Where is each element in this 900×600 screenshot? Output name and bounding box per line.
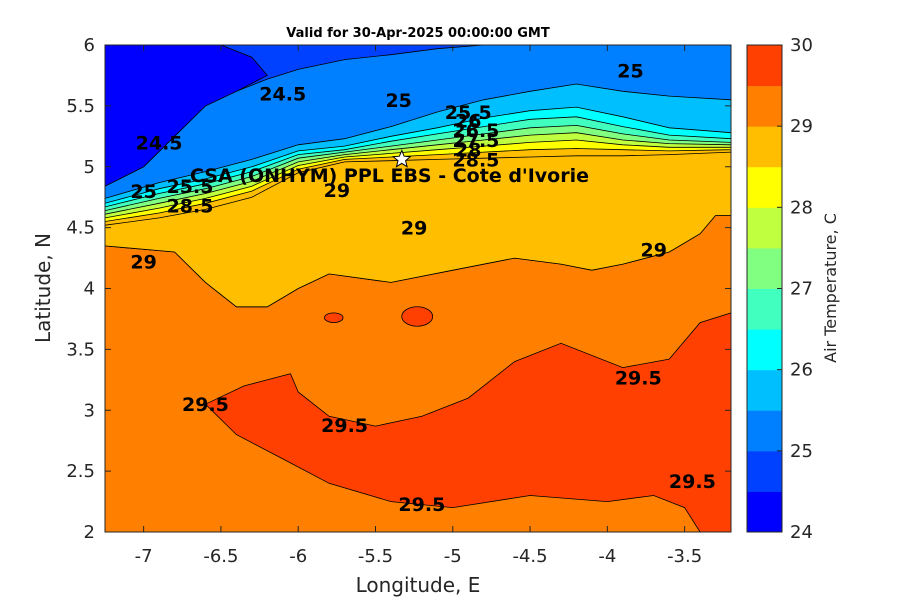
colorbar-swatch — [747, 329, 782, 371]
x-axis-label: Longitude, E — [356, 573, 481, 597]
station-marker: CSA (ONHYM) PPL EBS - Cote d'Ivorie — [190, 149, 589, 187]
y-tick-label: 5.5 — [66, 96, 95, 117]
x-tick-label: -4 — [598, 546, 616, 567]
contour-label: 26 — [455, 110, 481, 132]
colorbar-tick-label: 29 — [790, 116, 813, 137]
y-axis: 2 2.5 3 3.5 4 4.5 5 5.5 6 — [66, 35, 731, 543]
y-tick-label: 4 — [84, 279, 95, 300]
colorbar-swatch — [747, 85, 782, 127]
contour-label: 24.5 — [259, 84, 306, 106]
contour-label: 25 — [617, 61, 643, 83]
colorbar-swatch — [747, 410, 782, 452]
contour-label: 29.5 — [398, 494, 445, 516]
colorbar-swatch — [747, 369, 782, 411]
colorbar-swatch — [747, 450, 782, 492]
colorbar-swatch — [747, 207, 782, 249]
temperature-band — [105, 151, 731, 308]
temperature-blob — [324, 312, 344, 323]
y-tick-label: 2 — [84, 522, 95, 543]
x-tick-label: -3.5 — [667, 546, 702, 567]
contour-label: 28.5 — [167, 196, 214, 218]
contour-label: 29.5 — [669, 471, 716, 493]
contour-label: 29 — [130, 252, 156, 274]
y-tick-label: 3 — [84, 400, 95, 421]
y-tick-label: 6 — [84, 35, 95, 56]
colorbar-swatch — [747, 491, 782, 533]
contour-label: 25 — [385, 90, 411, 112]
x-tick-label: -5.5 — [358, 546, 393, 567]
contour-label: 29.5 — [615, 367, 662, 389]
x-tick-label: -6 — [289, 546, 307, 567]
x-axis: -7 -6.5 -6 -5.5 -5 -4.5 -4 -3.5 — [135, 45, 702, 567]
contour-labels: 24.524.525252525.525.52626.527.52828.528… — [130, 61, 715, 516]
x-tick-label: -7 — [135, 546, 153, 567]
colorbar-tick-label: 25 — [790, 441, 813, 462]
x-tick-label: -5 — [444, 546, 462, 567]
contour-label: 29 — [324, 180, 350, 202]
colorbar: 24 25 26 27 28 29 30 — [746, 35, 813, 543]
contour-label: 29 — [640, 240, 666, 262]
contour-label: 24.5 — [136, 132, 183, 154]
contour-label: 27.5 — [453, 130, 500, 152]
contour-label: 25.5 — [167, 176, 214, 198]
temperature-region — [105, 45, 268, 187]
plot-area — [105, 45, 731, 532]
station-label: CSA (ONHYM) PPL EBS - Cote d'Ivorie — [190, 165, 589, 187]
colorbar-swatch — [747, 45, 782, 87]
y-tick-label: 2.5 — [66, 461, 95, 482]
x-tick-label: -4.5 — [512, 546, 547, 567]
colorbar-swatch — [747, 247, 782, 289]
contour-label: 29.5 — [182, 394, 229, 416]
colorbar-tick-label: 30 — [790, 35, 813, 56]
colorbar-label: Air Temperature, C — [821, 213, 840, 363]
temperature-band — [105, 45, 731, 199]
colorbar-swatch — [747, 126, 782, 168]
colorbar-tick-label: 28 — [790, 197, 813, 218]
chart-title: Valid for 30-Apr-2025 00:00:00 GMT — [286, 26, 550, 41]
y-tick-label: 5 — [84, 157, 95, 178]
contour-label: 29 — [401, 218, 427, 240]
y-tick-label: 4.5 — [66, 218, 95, 239]
y-tick-label: 3.5 — [66, 339, 95, 360]
colorbar-tick-label: 27 — [790, 279, 813, 300]
contour-label: 26.5 — [453, 120, 500, 142]
colorbar-tick-label: 26 — [790, 360, 813, 381]
temperature-region — [204, 312, 731, 532]
contour-label: 28 — [455, 140, 481, 162]
colorbar-swatch — [747, 288, 782, 330]
station-star-icon — [391, 149, 412, 168]
y-axis-label: Latitude, N — [31, 233, 55, 343]
contour-label: 25.5 — [445, 102, 492, 124]
contour-label: 29.5 — [321, 415, 368, 437]
x-tick-label: -6.5 — [203, 546, 238, 567]
colorbar-tick-label: 24 — [790, 522, 813, 543]
temperature-blob — [401, 306, 434, 327]
contour-label: 28.5 — [453, 149, 500, 171]
colorbar-swatch — [747, 166, 782, 208]
contour-label: 25 — [130, 181, 156, 203]
